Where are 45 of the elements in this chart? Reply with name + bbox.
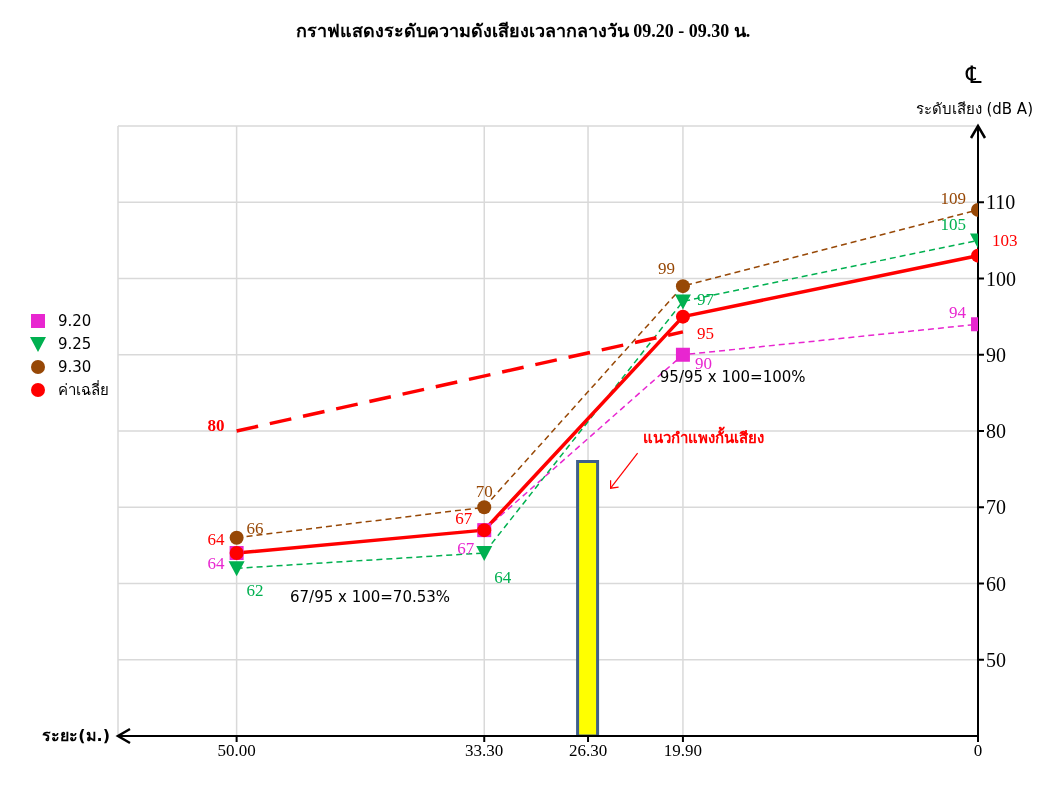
x-tick-label: 19.90 xyxy=(663,741,703,761)
x-tick-label: 33.30 xyxy=(465,741,504,761)
data-label: 97 xyxy=(696,290,715,310)
point xyxy=(477,500,492,515)
point xyxy=(674,294,691,310)
y-tick-label: 90 xyxy=(986,343,1006,366)
y-tick-label: 50 xyxy=(986,648,1006,671)
data-label: 105 xyxy=(940,215,966,235)
y-tick-label: 100 xyxy=(986,267,1016,290)
y-tick-label: 110 xyxy=(986,191,1016,214)
point xyxy=(675,347,690,362)
x-tick-label: 26.30 xyxy=(568,741,608,761)
y-tick-label: 80 xyxy=(986,420,1006,443)
point xyxy=(229,530,244,545)
legend-label: 9.30 xyxy=(58,357,92,376)
y-tick-label: 70 xyxy=(986,496,1006,519)
annotation: 67/95 x 100=70.53% xyxy=(290,587,451,606)
data-label: 64 xyxy=(494,567,512,587)
point xyxy=(675,279,690,294)
legend-label: 9.25 xyxy=(58,334,92,353)
point xyxy=(476,546,493,561)
x-axis-title: ระยะ(ม.) xyxy=(42,726,110,745)
data-label: 80 xyxy=(207,415,225,435)
y-axis-title: ระดับเสียง (dB A) xyxy=(915,100,1033,118)
chart-title: กราฟแสดงระดับความดังเสียงเวลากลางวัน 09.20 - 09.30 น. xyxy=(294,20,752,43)
text: ℄ xyxy=(964,61,982,90)
data-label: 70 xyxy=(475,482,493,502)
data-label: 95 xyxy=(696,323,714,343)
legend-label: 9.20 xyxy=(58,311,92,330)
data-label: 62 xyxy=(246,581,264,601)
x-tick-label: 0 xyxy=(973,741,983,761)
annotation: แนวกำแพงกั้นเสียง xyxy=(642,426,764,448)
data-label: 109 xyxy=(940,188,966,208)
y-tick-label: 60 xyxy=(986,572,1006,595)
data-label: 64 xyxy=(207,529,226,549)
data-label: 67 xyxy=(457,539,475,559)
data-label: 66 xyxy=(246,518,264,538)
x-tick-label: 50.00 xyxy=(217,741,256,761)
point xyxy=(228,561,245,577)
data-label: 64 xyxy=(207,553,226,573)
data-label: 99 xyxy=(657,259,675,279)
legend-label: ค่าเฉลี่ย xyxy=(58,379,109,401)
data-label: 103 xyxy=(992,230,1018,250)
data-label: 94 xyxy=(949,303,967,323)
data-label: 67 xyxy=(455,509,473,529)
